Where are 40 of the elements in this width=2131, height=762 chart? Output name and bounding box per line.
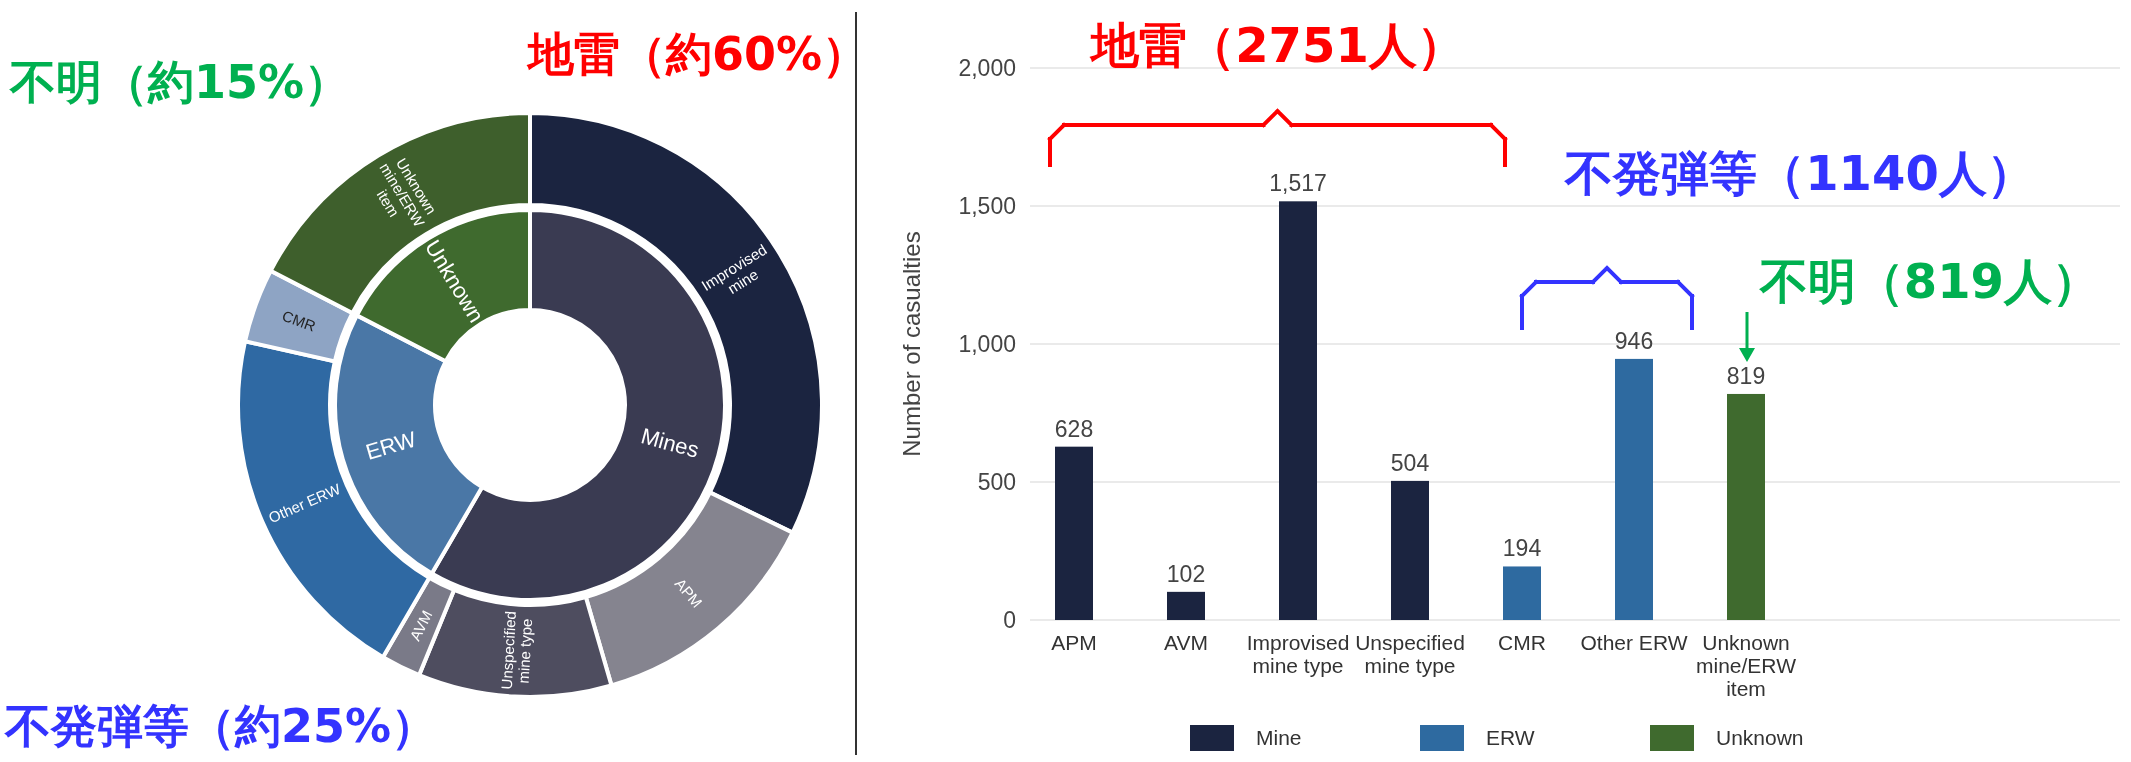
- slice-label: CMR: [279, 306, 318, 335]
- bar: [1279, 201, 1317, 620]
- y-tick-label: 2,000: [958, 55, 1016, 81]
- bar: [1727, 393, 1765, 620]
- annotation: 不発弾等（1140人）: [1564, 145, 2035, 201]
- x-tick-label: CMR: [1498, 631, 1546, 654]
- legend-label: Unknown: [1716, 726, 1804, 749]
- x-tick-label: AVM: [1164, 631, 1208, 654]
- text: 不発弾等（約25%）: [4, 699, 438, 753]
- y-tick-label: 1,000: [958, 331, 1016, 357]
- data-label: 946: [1614, 327, 1654, 354]
- y-tick-label: 0: [1003, 607, 1016, 633]
- data-label: 1,517: [1269, 170, 1327, 197]
- text: 不明（約15%）: [9, 55, 351, 109]
- slice-label: ERW: [362, 426, 419, 465]
- data-label: 102: [1166, 560, 1206, 587]
- text: 地雷（約60%）: [526, 27, 869, 81]
- bar: [1167, 591, 1205, 620]
- slice-label: Mines: [638, 423, 702, 463]
- y-tick-label: 500: [977, 469, 1016, 495]
- data-label: 819: [1726, 362, 1766, 389]
- annotation: 不明（819人）: [1758, 253, 2100, 309]
- bar: [1615, 358, 1653, 620]
- x-tick-label: Improvised mine type: [1246, 631, 1350, 677]
- bar: [1503, 566, 1541, 620]
- y-tick-label: 1,500: [958, 193, 1016, 219]
- data-label: 628: [1054, 415, 1094, 442]
- bar: [1055, 446, 1093, 620]
- slice-label: Other ERW: [266, 479, 344, 527]
- x-tick-label: Unspecified mine type: [1355, 631, 1465, 677]
- x-tick-label: Unknown mine/ERW item: [1696, 631, 1797, 700]
- data-label: 194: [1502, 535, 1542, 562]
- y-axis-title: Number of casualties: [898, 231, 925, 457]
- x-tick-label: APM: [1051, 631, 1097, 654]
- legend-label: Mine: [1256, 726, 1302, 749]
- bar: [1391, 480, 1429, 620]
- data-label: 504: [1390, 449, 1430, 476]
- x-tick-label: Other ERW: [1580, 631, 1688, 654]
- legend-label: ERW: [1486, 726, 1535, 749]
- annotation: 地雷（2751人）: [1089, 17, 1465, 73]
